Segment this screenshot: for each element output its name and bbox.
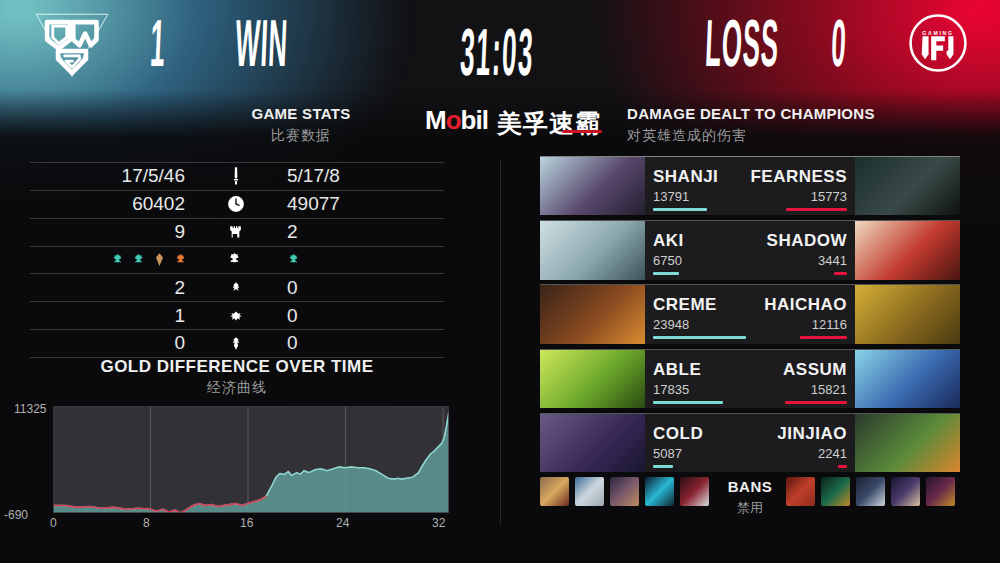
svg-text:GAMING: GAMING [922, 30, 953, 36]
